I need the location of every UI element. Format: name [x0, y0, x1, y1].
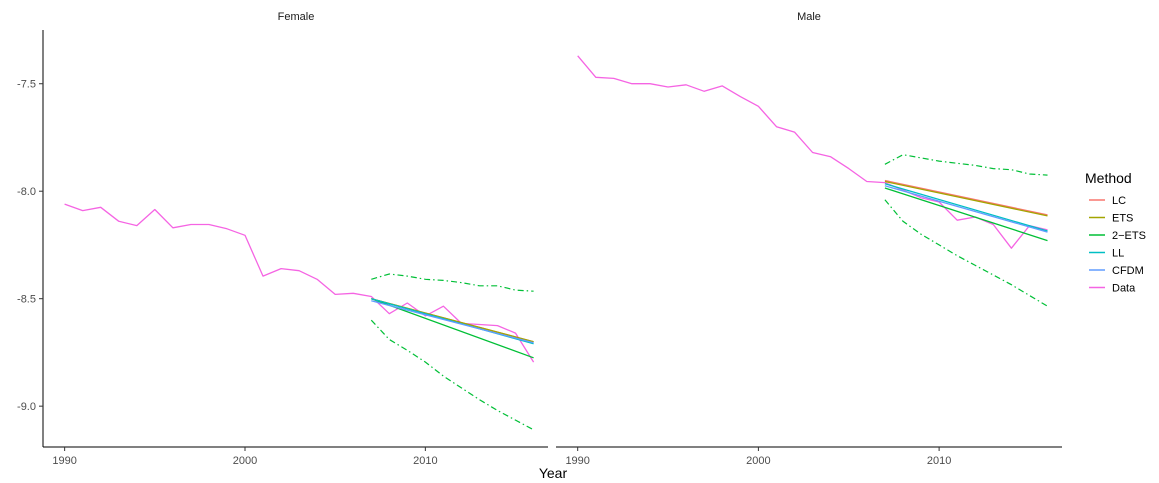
legend-label: LL [1112, 248, 1124, 260]
legend-label: CFDM [1112, 265, 1144, 277]
series-ll-male [884, 183, 1048, 232]
legend-label: LC [1112, 195, 1126, 207]
panel-title-male: Male [797, 11, 821, 23]
y-tick-label: -8.5 [17, 294, 36, 306]
series-2-ets-male [884, 187, 1048, 242]
series-lc-male [884, 179, 1048, 216]
y-tick-label: -8.0 [17, 186, 36, 198]
legend-label: 2−ETS [1112, 230, 1146, 242]
series-data-female [64, 203, 535, 363]
interval-lower-male [884, 199, 1048, 307]
legend: Method LC ETS 2−ETS LL CFDM Data [1085, 170, 1146, 295]
series-ets-male [884, 180, 1048, 217]
x-axis-label: Year [539, 465, 568, 481]
x-tick-label: 2010 [413, 455, 437, 467]
x-tick-label: 2000 [233, 455, 257, 467]
x-tick-label: 1990 [565, 455, 589, 467]
y-axis: -7.5 -8.0 -8.5 -9.0 [17, 30, 44, 447]
panel-title-female: Female [278, 11, 315, 23]
series-data-male [577, 55, 1048, 249]
panel-female: Female [64, 11, 535, 431]
x-tick-label: 1990 [52, 455, 76, 467]
x-tick-label: 2010 [927, 455, 951, 467]
interval-upper-female [371, 273, 534, 292]
legend-label: Data [1112, 283, 1136, 295]
x-axis: 1990 2000 2010 1990 2000 2010 [43, 446, 1062, 467]
series-cfdm-male [884, 185, 1048, 233]
legend-title: Method [1085, 170, 1132, 186]
panel-male: Male [577, 11, 1048, 307]
legend-label: ETS [1112, 213, 1133, 225]
interval-lower-female [370, 319, 534, 431]
y-tick-label: -9.0 [17, 401, 36, 413]
y-tick-label: -7.5 [17, 79, 36, 91]
x-tick-label: 2000 [746, 455, 770, 467]
interval-upper-male [884, 154, 1048, 176]
series-cfdm-female [371, 300, 534, 344]
series-2-ets-female [371, 298, 534, 359]
